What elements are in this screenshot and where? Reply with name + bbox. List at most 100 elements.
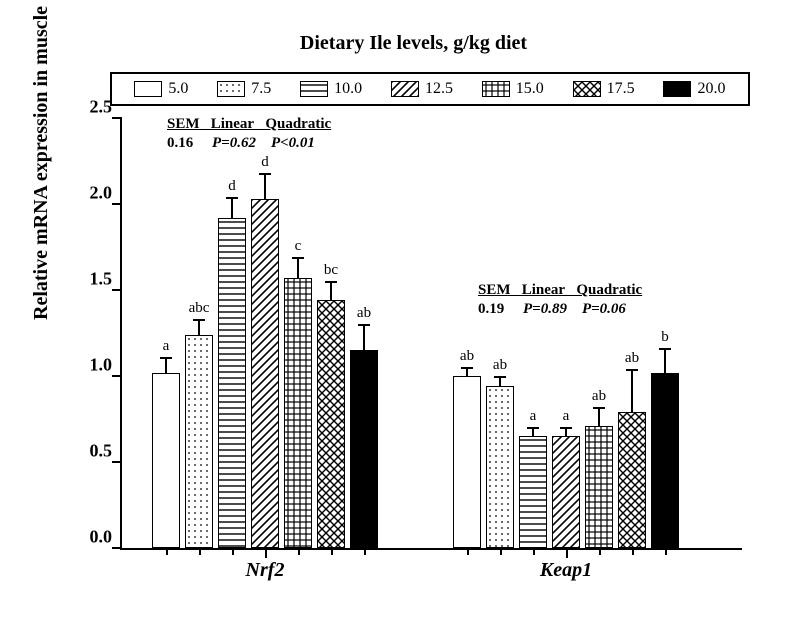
x-major-tick xyxy=(566,548,568,558)
x-minor-tick xyxy=(533,548,535,555)
error-bar xyxy=(165,359,167,373)
x-minor-tick xyxy=(199,548,201,555)
error-cap xyxy=(160,357,172,359)
significance-label: ab xyxy=(493,357,507,374)
error-cap xyxy=(593,407,605,409)
bar xyxy=(585,426,613,548)
legend-swatch xyxy=(663,81,691,97)
y-tick xyxy=(112,461,122,463)
y-tick-label: 2.0 xyxy=(72,183,112,204)
y-tick-label: 0.5 xyxy=(72,441,112,462)
significance-label: ab xyxy=(592,388,606,405)
x-minor-tick xyxy=(166,548,168,555)
significance-label: a xyxy=(530,408,537,425)
y-tick xyxy=(112,547,122,549)
error-bar xyxy=(330,283,332,300)
error-cap xyxy=(259,173,271,175)
significance-label: a xyxy=(163,338,170,355)
legend-label: 10.0 xyxy=(334,80,362,98)
significance-label: b xyxy=(661,329,669,346)
y-tick xyxy=(112,375,122,377)
x-minor-tick xyxy=(467,548,469,555)
legend-label: 20.0 xyxy=(697,80,725,98)
significance-label: ab xyxy=(357,305,371,322)
error-bar xyxy=(264,175,266,199)
bar xyxy=(552,436,580,548)
error-bar xyxy=(598,409,600,426)
legend-swatch xyxy=(573,81,601,97)
y-tick xyxy=(112,203,122,205)
significance-label: c xyxy=(295,238,302,255)
legend-item: 12.5 xyxy=(391,80,453,98)
significance-label: ab xyxy=(460,348,474,365)
error-cap xyxy=(461,367,473,369)
y-tick-label: 2.5 xyxy=(72,97,112,118)
error-bar xyxy=(297,259,299,278)
bar xyxy=(218,218,246,548)
significance-label: ab xyxy=(625,350,639,367)
legend-label: 7.5 xyxy=(251,80,271,98)
legend-item: 20.0 xyxy=(663,80,725,98)
error-cap xyxy=(292,257,304,259)
legend-swatch xyxy=(300,81,328,97)
error-bar xyxy=(532,429,534,436)
stats-annotation: SEM Linear Quadratic0.19 P=0.89 P=0.06 xyxy=(478,281,642,319)
legend-item: 17.5 xyxy=(573,80,635,98)
error-bar xyxy=(231,199,233,218)
x-minor-tick xyxy=(665,548,667,555)
error-cap xyxy=(226,197,238,199)
error-cap xyxy=(659,348,671,350)
x-minor-tick xyxy=(500,548,502,555)
y-tick-label: 0.0 xyxy=(72,527,112,548)
legend-swatch xyxy=(134,81,162,97)
legend-label: 15.0 xyxy=(516,80,544,98)
x-minor-tick xyxy=(632,548,634,555)
error-cap xyxy=(560,427,572,429)
y-tick-label: 1.0 xyxy=(72,355,112,376)
legend-label: 17.5 xyxy=(607,80,635,98)
error-bar xyxy=(198,321,200,335)
legend-item: 5.0 xyxy=(134,80,188,98)
x-major-tick xyxy=(265,548,267,558)
x-minor-tick xyxy=(298,548,300,555)
legend-label: 5.0 xyxy=(168,80,188,98)
bar xyxy=(486,386,514,548)
chart-title: Dietary Ile levels, g/kg diet xyxy=(20,32,787,55)
error-bar xyxy=(631,371,633,412)
error-bar xyxy=(363,326,365,350)
y-tick xyxy=(112,117,122,119)
x-group-label: Nrf2 xyxy=(246,559,285,582)
error-cap xyxy=(527,427,539,429)
bar xyxy=(185,335,213,548)
legend-item: 10.0 xyxy=(300,80,362,98)
bar xyxy=(618,412,646,548)
legend-label: 12.5 xyxy=(425,80,453,98)
x-minor-tick xyxy=(599,548,601,555)
significance-label: a xyxy=(563,408,570,425)
x-minor-tick xyxy=(232,548,234,555)
error-bar xyxy=(565,429,567,436)
significance-label: d xyxy=(228,178,236,195)
significance-label: abc xyxy=(189,300,210,317)
legend-swatch xyxy=(391,81,419,97)
error-bar xyxy=(499,378,501,387)
error-cap xyxy=(494,376,506,378)
x-group-label: Keap1 xyxy=(540,559,592,582)
legend-item: 15.0 xyxy=(482,80,544,98)
bar xyxy=(284,278,312,548)
plot-area: 0.00.51.01.52.02.5aabcddcbcabNrf2SEM Lin… xyxy=(120,118,742,550)
y-tick-label: 1.5 xyxy=(72,269,112,290)
y-axis-label: Relative mRNA expression in muscle xyxy=(30,6,53,320)
bar xyxy=(519,436,547,548)
error-bar xyxy=(466,369,468,376)
x-minor-tick xyxy=(364,548,366,555)
significance-label: d xyxy=(261,154,269,171)
legend-swatch xyxy=(217,81,245,97)
bar xyxy=(453,376,481,548)
bar xyxy=(350,350,378,548)
bar xyxy=(317,300,345,548)
legend: 5.0 7.5 10.0 12.5 15.0 17.5 20.0 xyxy=(110,72,750,106)
legend-swatch xyxy=(482,81,510,97)
legend-item: 7.5 xyxy=(217,80,271,98)
stats-annotation: SEM Linear Quadratic0.16 P=0.62 P<0.01 xyxy=(167,115,331,153)
